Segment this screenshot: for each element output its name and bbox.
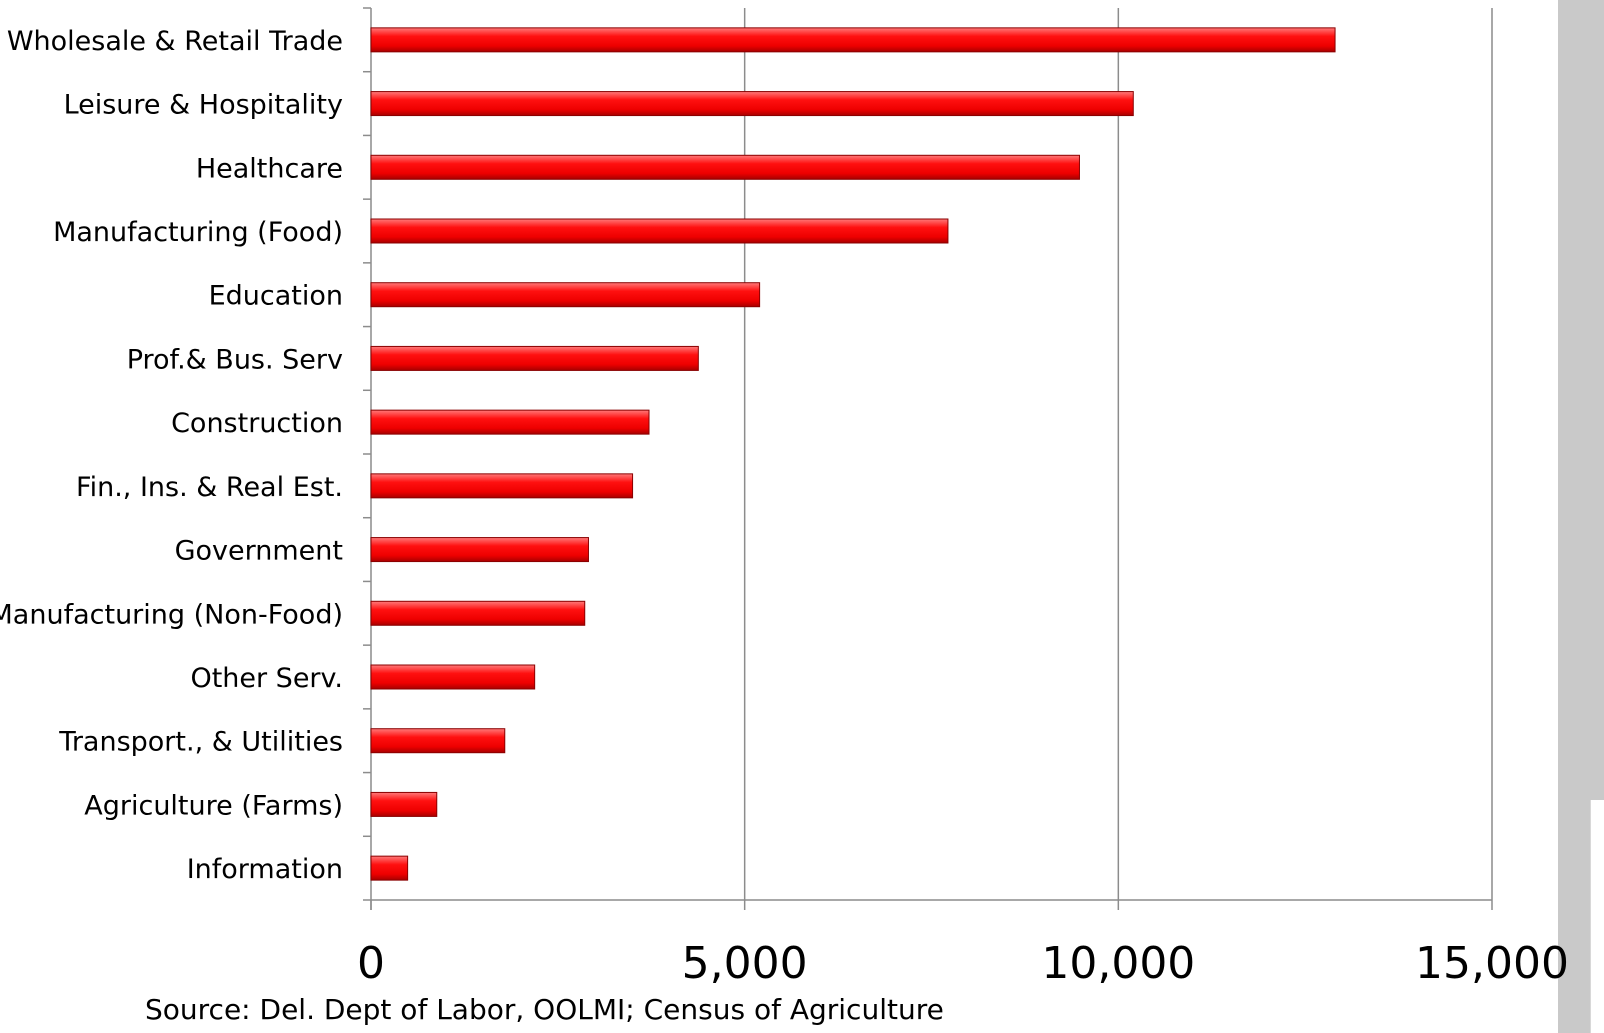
bar (370, 664, 536, 690)
bar (370, 345, 699, 371)
bar (370, 282, 761, 308)
bar (370, 855, 409, 881)
bar (370, 537, 589, 563)
bar (370, 154, 1080, 180)
category-label: Education (209, 281, 343, 312)
category-label: Manufacturing (Non-Food) (0, 599, 343, 630)
category-label: Agriculture (Farms) (84, 790, 343, 821)
x-tick-label: 15,000 (1415, 938, 1569, 989)
category-label: Government (175, 536, 343, 567)
category-label: Fin., Ins. & Real Est. (76, 472, 343, 503)
bar (370, 218, 949, 244)
category-label: Leisure & Hospitality (64, 90, 343, 121)
bar (370, 473, 634, 499)
category-label: Healthcare (196, 153, 343, 184)
category-label: Other Serv. (190, 663, 343, 694)
category-label: Construction (171, 408, 343, 439)
bar (370, 91, 1134, 117)
category-label: Wholesale & Retail Trade (7, 26, 343, 57)
bar (370, 27, 1336, 53)
x-tick-label: 0 (357, 938, 385, 989)
category-label: Manufacturing (Food) (53, 217, 343, 248)
bar (370, 409, 650, 435)
source-note: Source: Del. Dept of Labor, OOLMI; Censu… (145, 993, 944, 1026)
category-label: Transport., & Utilities (58, 727, 343, 758)
bar (370, 728, 506, 754)
side-panel-edge (1590, 800, 1604, 1033)
bar (370, 600, 586, 626)
category-label: Prof.& Bus. Serv (127, 344, 343, 375)
bar (370, 791, 438, 817)
category-label: Information (187, 854, 343, 885)
x-tick-label: 10,000 (1041, 938, 1195, 989)
x-tick-label: 5,000 (682, 938, 808, 989)
